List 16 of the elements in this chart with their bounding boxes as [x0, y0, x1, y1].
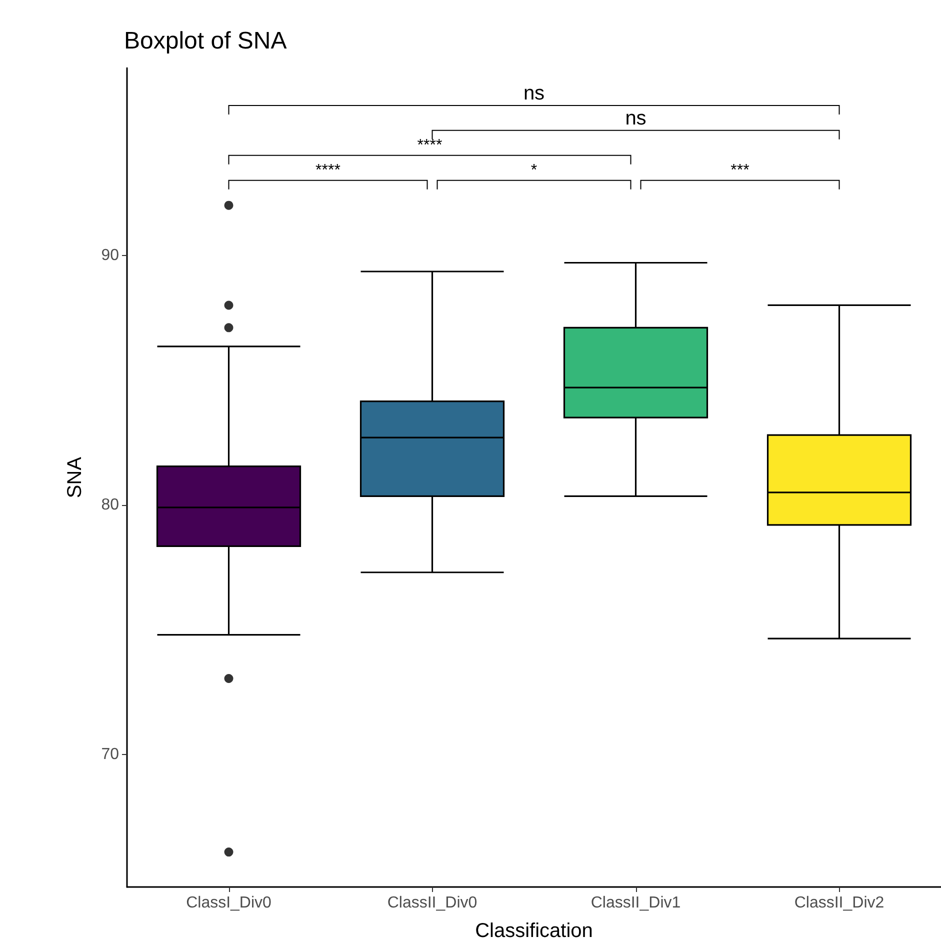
y-tick-label: 70 [101, 746, 120, 764]
x-tick-label: ClassII_Div1 [590, 894, 681, 912]
y-axis-title: SNA [64, 456, 86, 498]
annotation: *** [730, 162, 750, 179]
y-tick-label: 90 [101, 246, 120, 264]
y-tick-label: 80 [101, 496, 120, 514]
annotation: ns [523, 82, 545, 104]
annotation: **** [316, 162, 340, 179]
x-tick-label: ClassII_Div0 [387, 894, 478, 912]
annotation: **** [417, 136, 442, 154]
x-axis-title: Classification [475, 920, 593, 942]
annotation: * [530, 162, 538, 179]
x-tick-label: ClassI_Div0 [186, 894, 272, 912]
annotation: ns [625, 107, 646, 130]
x-tick-label: ClassII_Div2 [794, 894, 884, 912]
chart-title: Boxplot of SNA [124, 28, 287, 54]
